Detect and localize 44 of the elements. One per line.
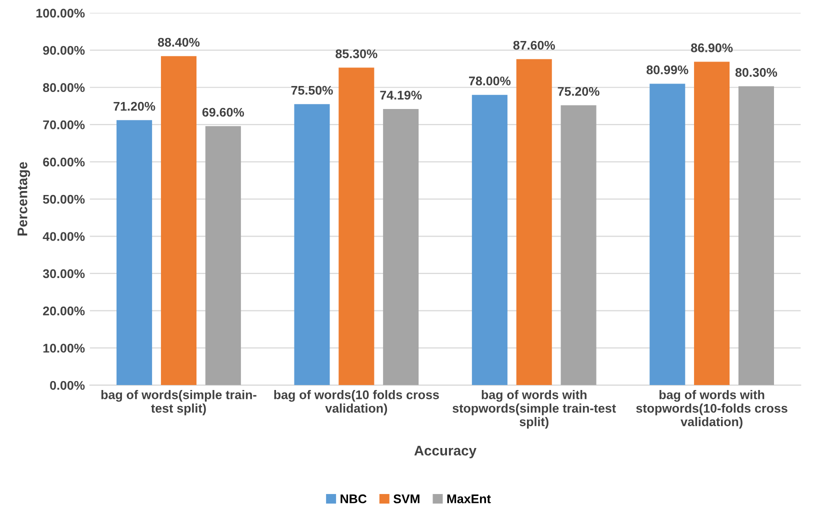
bar [116, 120, 152, 386]
data-label: 74.19% [380, 90, 422, 100]
x-tick-label: bag of words with stopwords(simple train-test split) [452, 390, 616, 429]
y-axis-title: Percentage [18, 162, 30, 236]
x-tick-label: bag of words(10 folds cross validation) [274, 390, 439, 416]
data-label: 75.50% [291, 86, 333, 95]
bar [338, 68, 374, 386]
data-label: 85.30% [336, 49, 378, 58]
y-tick-label: 20.00% [43, 306, 85, 316]
x-tick-label: bag of words with stopwords(10-folds cross validation) [636, 390, 788, 429]
legend-label: NBC [340, 494, 367, 504]
x-axis-title: Accuracy [414, 446, 476, 458]
y-tick-label: 100.00% [36, 8, 85, 18]
bar [205, 126, 241, 386]
data-label: 80.30% [735, 68, 778, 77]
y-tick-label: 30.00% [42, 269, 85, 278]
data-label: 87.60% [513, 40, 555, 50]
bar [650, 84, 686, 386]
y-tick-label: 80.00% [43, 83, 85, 92]
data-label: 78.00% [469, 76, 511, 86]
bar [560, 105, 596, 386]
bar [160, 56, 196, 386]
legend-label: SVM [394, 494, 420, 504]
bar [294, 104, 330, 386]
data-label: 69.60% [202, 108, 244, 117]
bar [694, 62, 730, 386]
x-tick-label: bag of words(simple train- test split) [101, 390, 256, 416]
y-tick-label: 0.00% [50, 380, 85, 390]
y-tick-label: 40.00% [42, 232, 85, 241]
data-label: 86.90% [691, 43, 733, 52]
data-label: 80.99% [646, 65, 688, 74]
bar [383, 109, 419, 386]
data-label: 71.20% [114, 102, 156, 111]
bar [472, 94, 508, 386]
data-label: 88.40% [158, 38, 200, 47]
y-tick-label: 90.00% [43, 46, 85, 55]
bar [738, 86, 774, 386]
legend-label: MaxEnt [447, 494, 491, 504]
y-tick-label: 70.00% [43, 120, 85, 130]
y-tick-label: 10.00% [43, 344, 85, 353]
data-label: 75.20% [558, 86, 600, 96]
y-tick-label: 50.00% [43, 194, 85, 204]
y-tick-label: 60.00% [43, 158, 85, 166]
bar [516, 59, 552, 386]
